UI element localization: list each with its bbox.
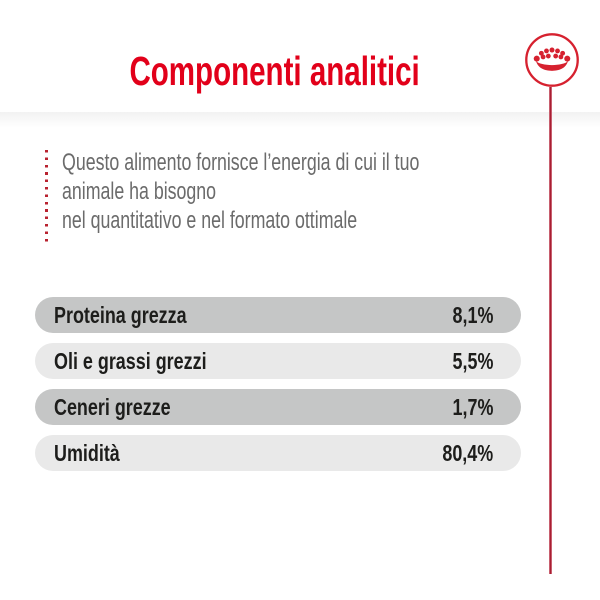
component-value: 5,5% — [452, 347, 493, 374]
analytical-components-table: Proteina grezza 8,1% Oli e grassi grezzi… — [35, 297, 521, 481]
component-label: Ceneri grezze — [54, 393, 171, 420]
description-block: Questo alimento fornisce l’energia di cu… — [62, 148, 532, 235]
description-line: Questo alimento fornisce l’energia di cu… — [62, 148, 532, 177]
component-value: 8,1% — [452, 301, 493, 328]
description-line: nel quantitativo e nel formato ottimale — [62, 206, 532, 235]
table-row: Umidità 80,4% — [35, 435, 521, 471]
header-shadow — [0, 112, 600, 128]
page-title-text: Componenti analitici — [129, 48, 421, 94]
component-label: Umidità — [54, 439, 120, 466]
description-line-text: Questo alimento fornisce l’energia di cu… — [62, 149, 420, 176]
table-row: Oli e grassi grezzi 5,5% — [35, 343, 521, 379]
component-label: Proteina grezza — [54, 301, 187, 328]
component-label: Oli e grassi grezzi — [54, 347, 207, 374]
brand-logo — [523, 31, 581, 89]
dotted-accent-line — [45, 150, 48, 243]
vertical-brand-line — [549, 87, 552, 574]
table-row: Proteina grezza 8,1% — [35, 297, 521, 333]
component-value: 1,7% — [452, 393, 493, 420]
description-line: animale ha bisogno — [62, 177, 532, 206]
description-line-text: animale ha bisogno — [62, 178, 217, 205]
table-row: Ceneri grezze 1,7% — [35, 389, 521, 425]
royal-canin-crown-icon — [525, 33, 579, 87]
description-line-text: nel quantitativo e nel formato ottimale — [62, 207, 358, 234]
page-title: Componenti analitici — [0, 48, 550, 95]
component-value: 80,4% — [442, 439, 493, 466]
